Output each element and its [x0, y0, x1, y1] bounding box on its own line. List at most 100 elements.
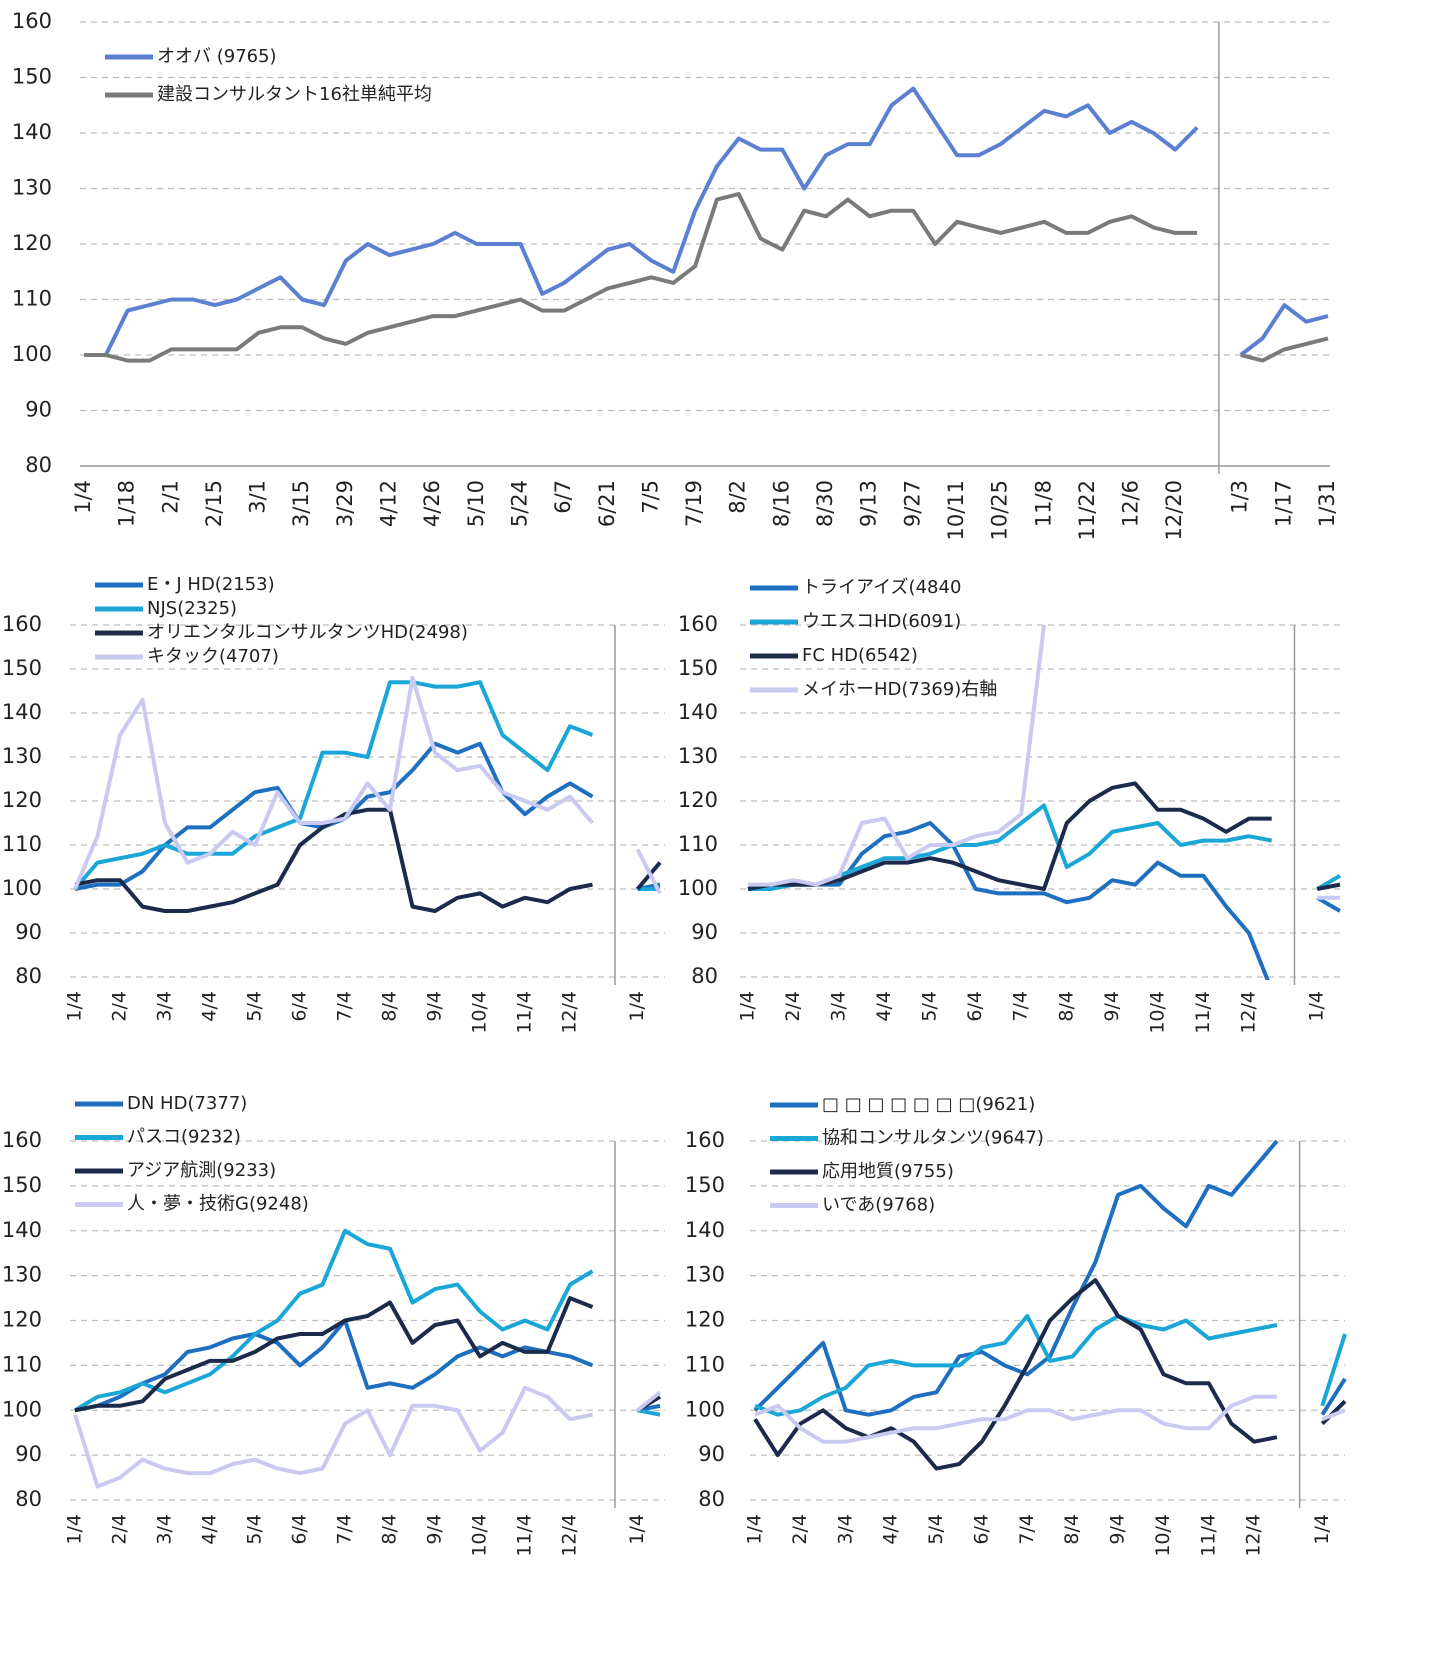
- series-line: [73, 675, 662, 895]
- legend-label: トライアイズ(4840: [802, 577, 961, 598]
- x-tick-label: 10/11: [944, 480, 968, 541]
- y-tick-label: 130: [678, 744, 718, 768]
- series-line: [748, 624, 1340, 900]
- legend-label: FC HD(6542): [802, 645, 918, 666]
- y-tick-label: 100: [12, 342, 52, 366]
- legend-label: E・J HD(2153): [147, 574, 275, 595]
- y-tick-label: 90: [25, 398, 52, 422]
- x-tick-label: 8/4: [379, 1514, 401, 1545]
- x-tick-label: 11/4: [1192, 991, 1214, 1034]
- x-tick-label: 8/4: [1061, 1514, 1083, 1545]
- x-tick-label: 2/4: [109, 991, 131, 1022]
- x-tick-label: 1/4: [1306, 991, 1328, 1022]
- legend-label: メイホーHD(7369)右軸: [802, 679, 997, 700]
- legend-label: □ □ □ □ □ □ □(9621): [822, 1094, 1035, 1115]
- x-tick-label: 2/1: [158, 480, 182, 514]
- y-tick-label: 90: [698, 1442, 725, 1466]
- x-tick-label: 6/4: [289, 1514, 311, 1545]
- x-tick-label: 6/7: [551, 480, 575, 514]
- x-tick-label: 1/17: [1271, 480, 1295, 527]
- x-tick-label: 6/4: [289, 991, 311, 1022]
- y-tick-label: 140: [685, 1218, 725, 1242]
- x-tick-label: 6/4: [964, 991, 986, 1022]
- x-tick-label: 9/27: [900, 480, 924, 527]
- y-tick-label: 120: [678, 788, 718, 812]
- y-tick-label: 150: [678, 656, 718, 680]
- legend-label: 応用地質(9755): [822, 1161, 954, 1182]
- x-tick-label: 1/4: [626, 1514, 648, 1545]
- series-line: [747, 781, 1341, 891]
- x-tick-label: 7/4: [334, 991, 356, 1022]
- x-tick-label: 5/4: [244, 1514, 266, 1545]
- x-tick-label: 6/21: [595, 480, 619, 527]
- x-tick-label: 8/30: [813, 480, 837, 527]
- legend-label: キタック(4707): [147, 646, 279, 667]
- y-tick-label: 130: [685, 1263, 725, 1287]
- y-tick-label: 120: [685, 1308, 725, 1332]
- x-tick-label: 3/4: [154, 1514, 176, 1545]
- legend-label: オリエンタルコンサルタンツHD(2498): [147, 622, 468, 643]
- series-line: [73, 1385, 662, 1489]
- x-tick-label: 12/20: [1162, 480, 1186, 541]
- series-line: [754, 1394, 1346, 1444]
- y-tick-label: 130: [2, 1263, 42, 1287]
- legend-label: 協和コンサルタンツ(9647): [822, 1128, 1044, 1149]
- x-tick-label: 8/2: [726, 480, 750, 514]
- x-tick-label: 8/16: [769, 480, 793, 527]
- x-tick-label: 8/4: [1055, 991, 1077, 1022]
- x-tick-label: 12/4: [1243, 1514, 1265, 1557]
- y-tick-label: 120: [2, 788, 42, 812]
- legend-label: いであ(9768): [822, 1195, 935, 1216]
- x-tick-label: 8/4: [379, 991, 401, 1022]
- series-line: [84, 86, 1329, 357]
- x-tick-label: 2/4: [789, 1514, 811, 1545]
- x-tick-label: 3/1: [246, 480, 270, 514]
- x-tick-label: 11/8: [1031, 480, 1055, 527]
- x-tick-label: 12/4: [559, 991, 581, 1034]
- x-tick-label: 7/4: [334, 1514, 356, 1545]
- y-tick-label: 90: [15, 920, 42, 944]
- y-tick-label: 110: [678, 832, 718, 856]
- x-tick-label: 12/6: [1119, 480, 1143, 527]
- x-tick-label: 2/15: [202, 480, 226, 527]
- x-tick-label: 10/4: [1146, 991, 1168, 1034]
- x-tick-label: 9/4: [424, 1514, 446, 1545]
- x-tick-label: 9/4: [1107, 1514, 1129, 1545]
- x-tick-label: 2/4: [782, 991, 804, 1022]
- y-tick-label: 120: [2, 1308, 42, 1332]
- x-tick-label: 1/31: [1315, 480, 1339, 527]
- x-tick-label: 4/4: [199, 991, 221, 1022]
- y-tick-label: 160: [685, 1128, 725, 1152]
- x-tick-label: 1/4: [1311, 1514, 1333, 1545]
- legend-label: アジア航測(9233): [127, 1160, 276, 1181]
- y-tick-label: 110: [2, 1352, 42, 1376]
- x-tick-label: 1/4: [64, 1514, 86, 1545]
- x-tick-label: 7/5: [638, 480, 662, 514]
- y-tick-label: 160: [678, 612, 718, 636]
- y-tick-label: 100: [678, 876, 718, 900]
- y-tick-label: 120: [12, 231, 52, 255]
- x-tick-label: 1/4: [744, 1514, 766, 1545]
- y-tick-label: 110: [685, 1352, 725, 1376]
- x-tick-label: 10/4: [469, 991, 491, 1034]
- y-tick-label: 80: [25, 453, 52, 477]
- y-tick-label: 140: [2, 700, 42, 724]
- x-tick-label: 4/4: [199, 1514, 221, 1545]
- x-tick-label: 12/4: [559, 1514, 581, 1557]
- y-tick-label: 160: [2, 612, 42, 636]
- x-tick-label: 4/4: [873, 991, 895, 1022]
- legend-label: 人・夢・技術G(9248): [127, 1194, 309, 1215]
- x-tick-label: 6/4: [970, 1514, 992, 1545]
- y-tick-label: 150: [2, 656, 42, 680]
- x-tick-label: 4/12: [377, 480, 401, 527]
- legend-label: DN HD(7377): [127, 1093, 247, 1114]
- y-tick-label: 140: [12, 120, 52, 144]
- y-tick-label: 110: [12, 287, 52, 311]
- y-tick-label: 130: [12, 176, 52, 200]
- legend-label: ウエスコHD(6091): [802, 611, 961, 632]
- y-tick-label: 90: [691, 920, 718, 944]
- x-tick-label: 4/4: [880, 1514, 902, 1545]
- y-tick-label: 80: [15, 1487, 42, 1511]
- x-tick-label: 1/3: [1228, 480, 1252, 514]
- x-tick-label: 3/29: [333, 480, 357, 527]
